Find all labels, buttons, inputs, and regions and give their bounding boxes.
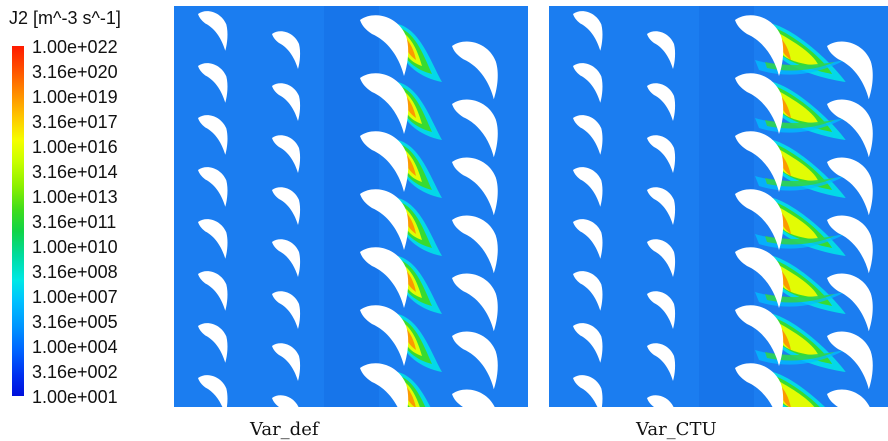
panel-var-def [174,6,528,407]
panel-label-var-ctu: Var_CTU [636,419,717,440]
legend-tick-label: 1.00e+022 [32,37,118,57]
legend-tick-label: 3.16e+002 [32,362,118,382]
legend-tick-label: 1.00e+010 [32,237,118,257]
legend-tick-label: 1.00e+001 [32,387,118,407]
legend-tick-label: 1.00e+019 [32,87,118,107]
legend-tick-label: 3.16e+014 [32,162,118,182]
panel-label-var-def: Var_def [250,419,319,440]
legend-tick-label: 3.16e+005 [32,312,118,332]
colorbar-legend: J2 [m^-3 s^-1] 1.00e+022 3.16e+020 1.00e+0… [0,0,170,410]
contour-plot-var-ctu [549,6,888,407]
panel-var-ctu [549,6,888,407]
legend-tick-label: 3.16e+020 [32,62,118,82]
legend-tick-label: 3.16e+011 [32,212,117,232]
legend-tick-label: 1.00e+013 [32,187,118,207]
legend-title: J2 [m^-3 s^-1] [9,8,121,28]
legend-tick-label: 3.16e+017 [32,112,118,132]
colorbar-gradient [12,46,24,396]
legend-tick-label: 1.00e+016 [32,137,118,157]
contour-plot-var-def [174,6,528,407]
legend-tick-label: 1.00e+007 [32,287,118,307]
legend-tick-label: 3.16e+008 [32,262,118,282]
legend-tick-label: 1.00e+004 [32,337,118,357]
